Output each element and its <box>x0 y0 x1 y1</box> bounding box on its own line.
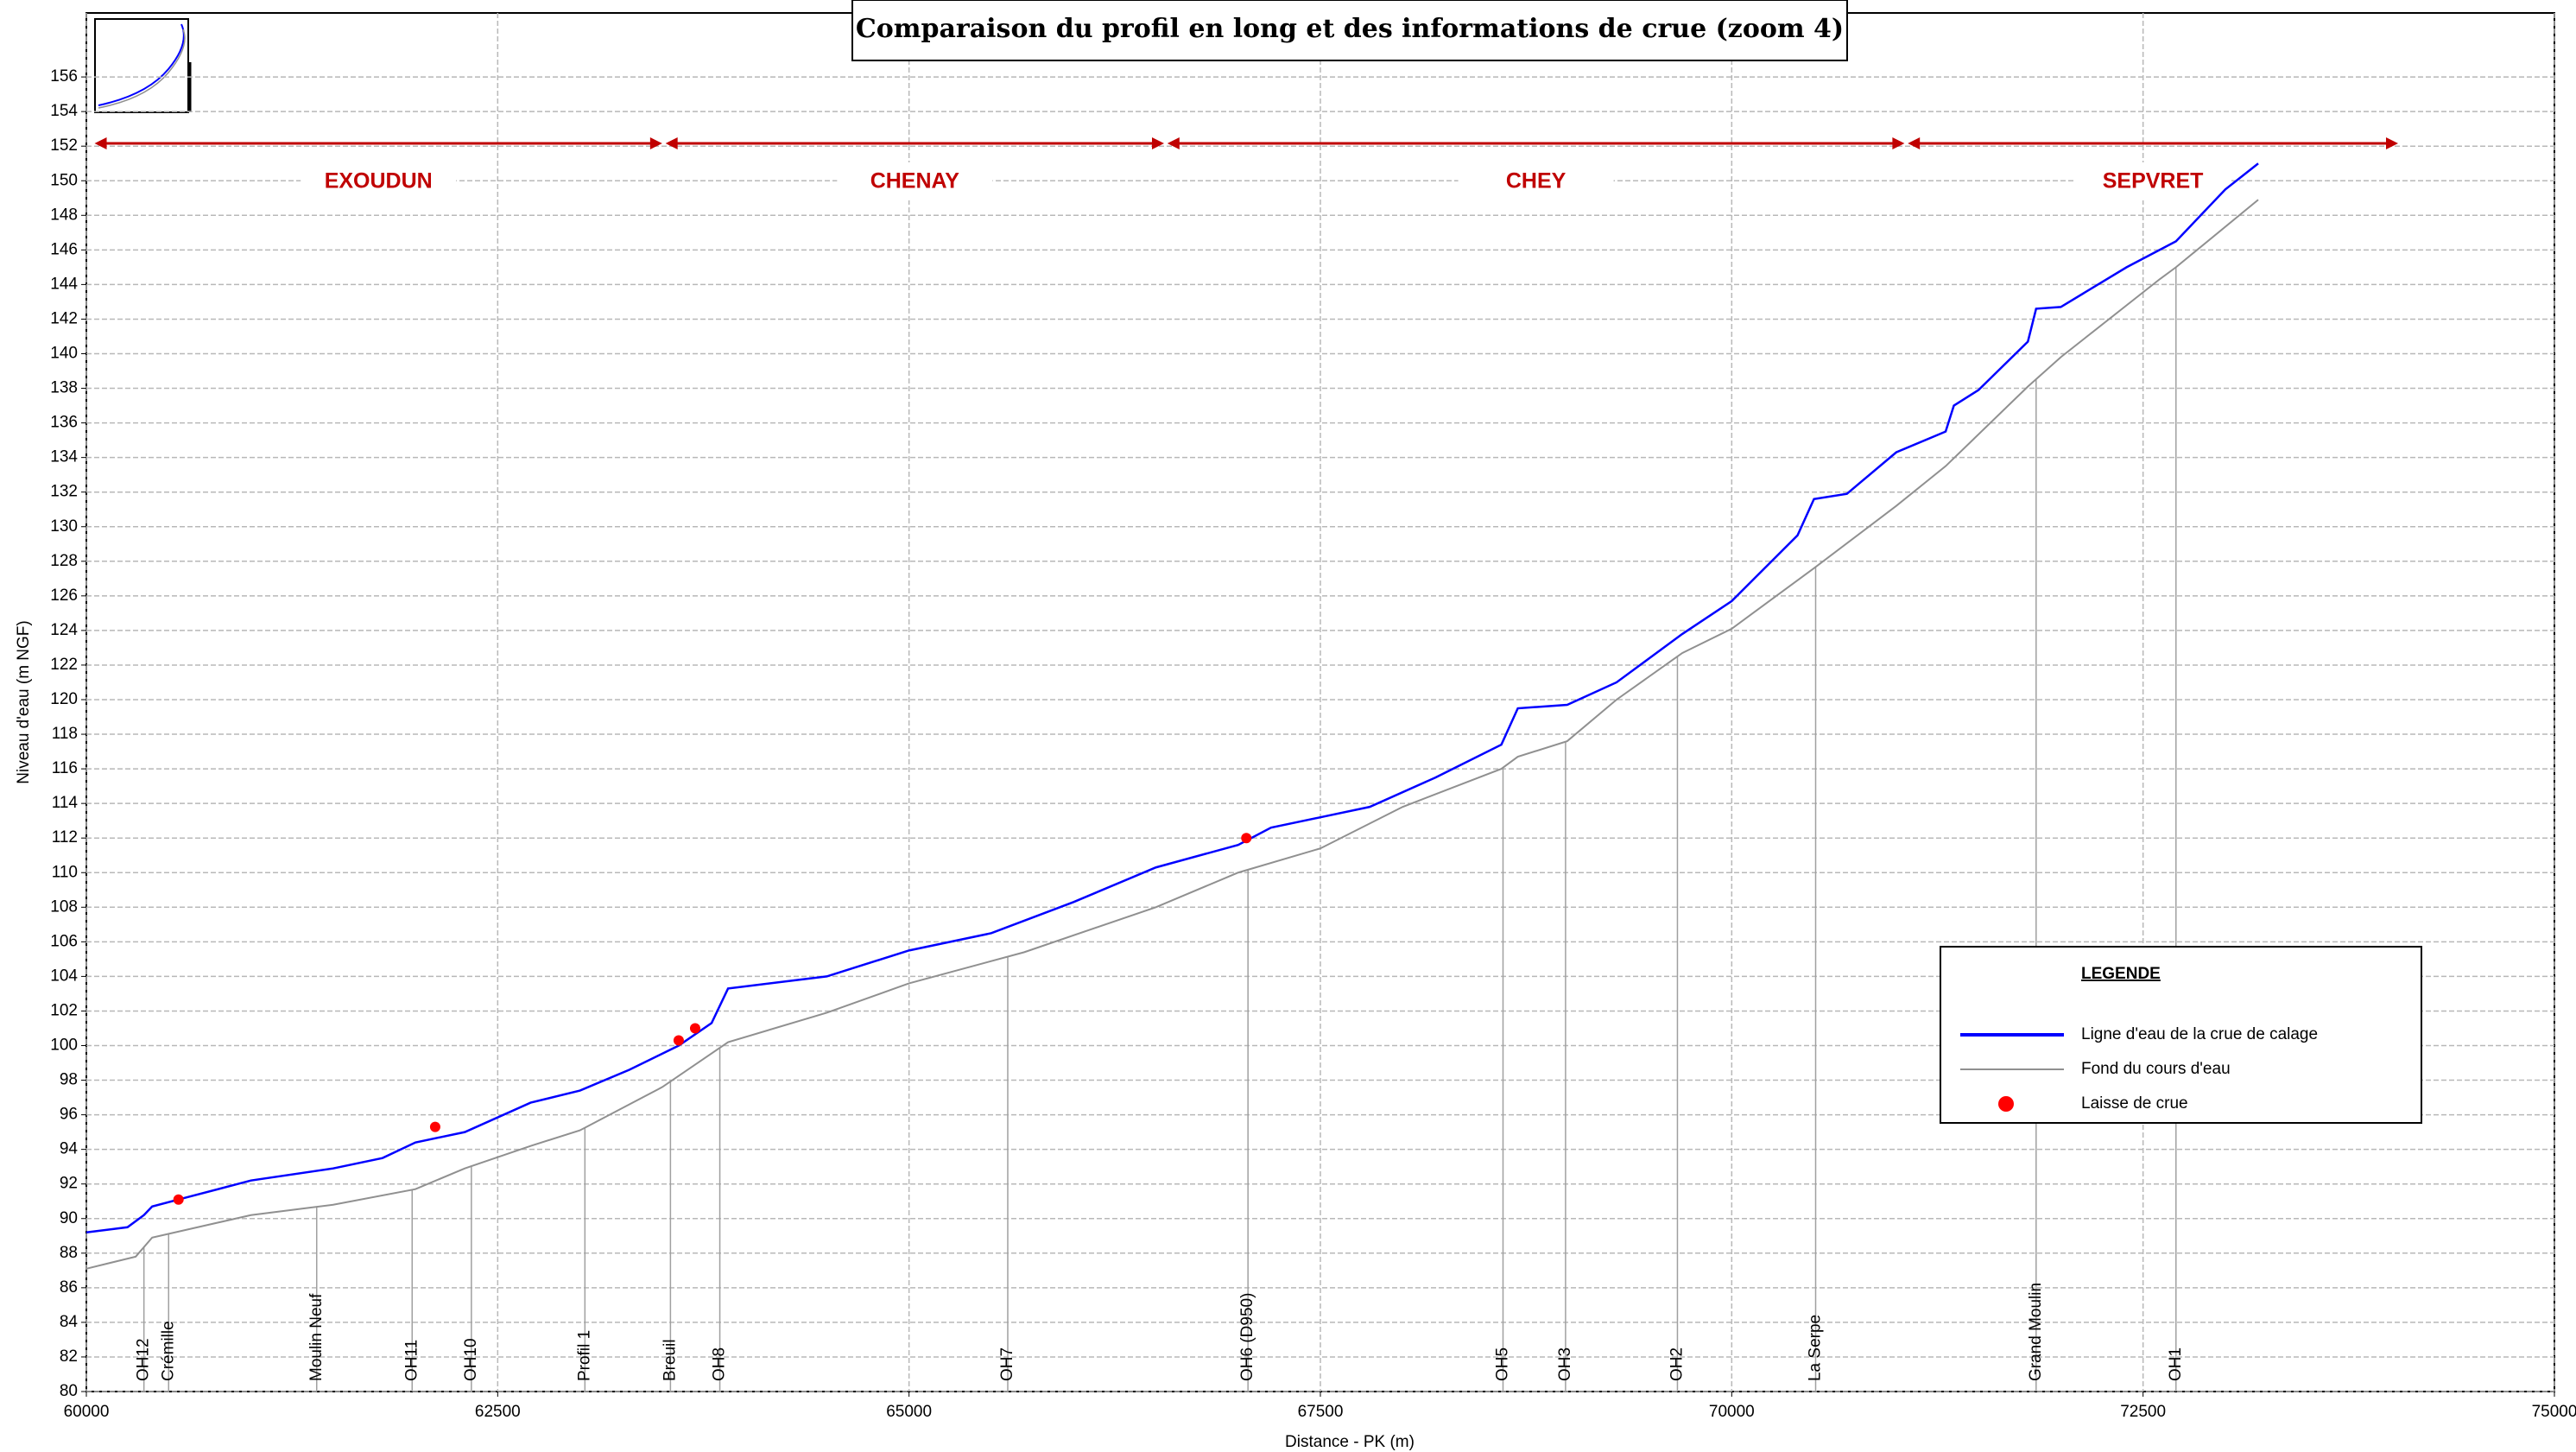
legend-swatch <box>1998 1096 2014 1112</box>
y-tick-label: 106 <box>50 932 78 950</box>
y-axis-label: Niveau d'eau (m NGF) <box>15 620 33 783</box>
y-tick-label: 80 <box>60 1382 78 1400</box>
y-tick-label: 100 <box>50 1037 78 1055</box>
structure-label: Moulin Neuf <box>307 1293 326 1381</box>
y-tick-label: 108 <box>50 897 78 916</box>
legend-label: Fond du cours d'eau <box>2081 1060 2231 1078</box>
structure-label: OH12 <box>135 1338 153 1381</box>
x-tick-label: 70000 <box>1709 1403 1755 1421</box>
y-tick-label: 112 <box>52 828 78 846</box>
y-tick-label: 126 <box>50 587 78 605</box>
series-line <box>85 162 2259 1234</box>
x-tick-label: 72500 <box>2120 1403 2166 1421</box>
legend: LEGENDE Ligne d'eau de la crue de calage… <box>1940 946 2422 1124</box>
y-tick-label: 102 <box>50 1001 78 1019</box>
y-tick-label: 110 <box>52 863 78 881</box>
x-tick-label: 75000 <box>2532 1403 2576 1421</box>
structure-label: OH10 <box>462 1338 480 1381</box>
structure-label: La Serpe <box>1807 1315 1825 1381</box>
y-tick-label: 118 <box>52 725 78 743</box>
zone-label-bg <box>1458 162 1614 200</box>
y-tick-label: 152 <box>50 136 78 155</box>
legend-label: Ligne d'eau de la crue de calage <box>2081 1025 2318 1043</box>
y-tick-label: 104 <box>50 967 78 985</box>
y-tick-label: 138 <box>50 379 78 397</box>
y-tick-label: 114 <box>52 794 79 812</box>
chart-title: Comparaison du profil en long et des inf… <box>856 14 1844 44</box>
structure-label: OH5 <box>1494 1347 1512 1381</box>
y-tick-label: 132 <box>50 483 78 501</box>
structure-label: OH7 <box>998 1347 1016 1381</box>
y-tick-label: 146 <box>50 240 78 258</box>
x-tick-label: 60000 <box>64 1403 110 1421</box>
y-tick-label: 156 <box>50 67 78 86</box>
title-box <box>851 0 1848 61</box>
flood-mark <box>429 1121 440 1132</box>
y-tick-label: 96 <box>60 1106 78 1124</box>
y-tick-label: 90 <box>60 1209 78 1227</box>
x-tick-label: 62500 <box>475 1403 521 1421</box>
y-tick-label: 82 <box>60 1347 78 1366</box>
zone-label-bg <box>2075 162 2231 200</box>
y-tick-label: 150 <box>50 171 78 189</box>
marks <box>85 137 2398 1392</box>
zone-label: CHENAY <box>870 169 960 193</box>
structure-label: Crémille <box>159 1321 177 1381</box>
legend-title: LEGENDE <box>2081 965 2161 983</box>
legend-label: Laisse de crue <box>2081 1094 2188 1113</box>
series-line <box>85 199 2259 1270</box>
y-tick-label: 130 <box>50 517 78 536</box>
flood-mark <box>173 1194 184 1205</box>
y-tick-label: 98 <box>60 1071 78 1089</box>
zone-label-bg <box>837 162 993 200</box>
zone-label: CHEY <box>1506 169 1566 193</box>
zone-label: SEPVRET <box>2103 169 2204 193</box>
flood-mark <box>1241 833 1252 844</box>
y-tick-label: 94 <box>60 1140 79 1158</box>
y-tick-label: 134 <box>50 448 78 466</box>
y-tick-label: 144 <box>50 275 78 293</box>
y-tick-label: 92 <box>60 1175 78 1193</box>
structure-label: OH6 (D950) <box>1238 1293 1256 1381</box>
overview-inset <box>94 18 192 113</box>
y-tick-label: 120 <box>50 690 78 708</box>
y-tick-label: 148 <box>50 206 78 224</box>
y-tick-label: 136 <box>50 414 78 432</box>
flood-mark <box>673 1035 684 1046</box>
flood-mark <box>689 1023 700 1034</box>
structure-label: OH11 <box>402 1340 421 1381</box>
y-tick-label: 84 <box>60 1313 79 1331</box>
structure-label: Breuil <box>661 1339 679 1381</box>
x-axis-label: Distance - PK (m) <box>1285 1433 1415 1451</box>
y-tick-label: 86 <box>60 1278 78 1297</box>
structure-label: OH1 <box>2167 1347 2185 1381</box>
y-tick-label: 128 <box>50 552 78 570</box>
y-tick-label: 122 <box>50 656 78 674</box>
structure-label: Grand Moulin <box>2027 1283 2045 1381</box>
y-tick-label: 142 <box>50 309 78 327</box>
zone-label: EXOUDUN <box>325 169 433 193</box>
structure-label: OH2 <box>1668 1347 1686 1381</box>
x-tick-label: 65000 <box>886 1403 932 1421</box>
y-tick-label: 124 <box>50 621 78 639</box>
y-tick-label: 116 <box>52 759 78 777</box>
y-tick-label: 88 <box>60 1244 78 1262</box>
structure-label: OH3 <box>1556 1347 1574 1381</box>
zone-label-bg <box>301 162 457 200</box>
structure-label: OH8 <box>711 1347 729 1381</box>
x-tick-label: 67500 <box>1298 1403 1344 1421</box>
structure-label: Profil 1 <box>575 1330 593 1381</box>
y-tick-label: 154 <box>50 102 78 120</box>
y-tick-label: 140 <box>50 345 78 363</box>
